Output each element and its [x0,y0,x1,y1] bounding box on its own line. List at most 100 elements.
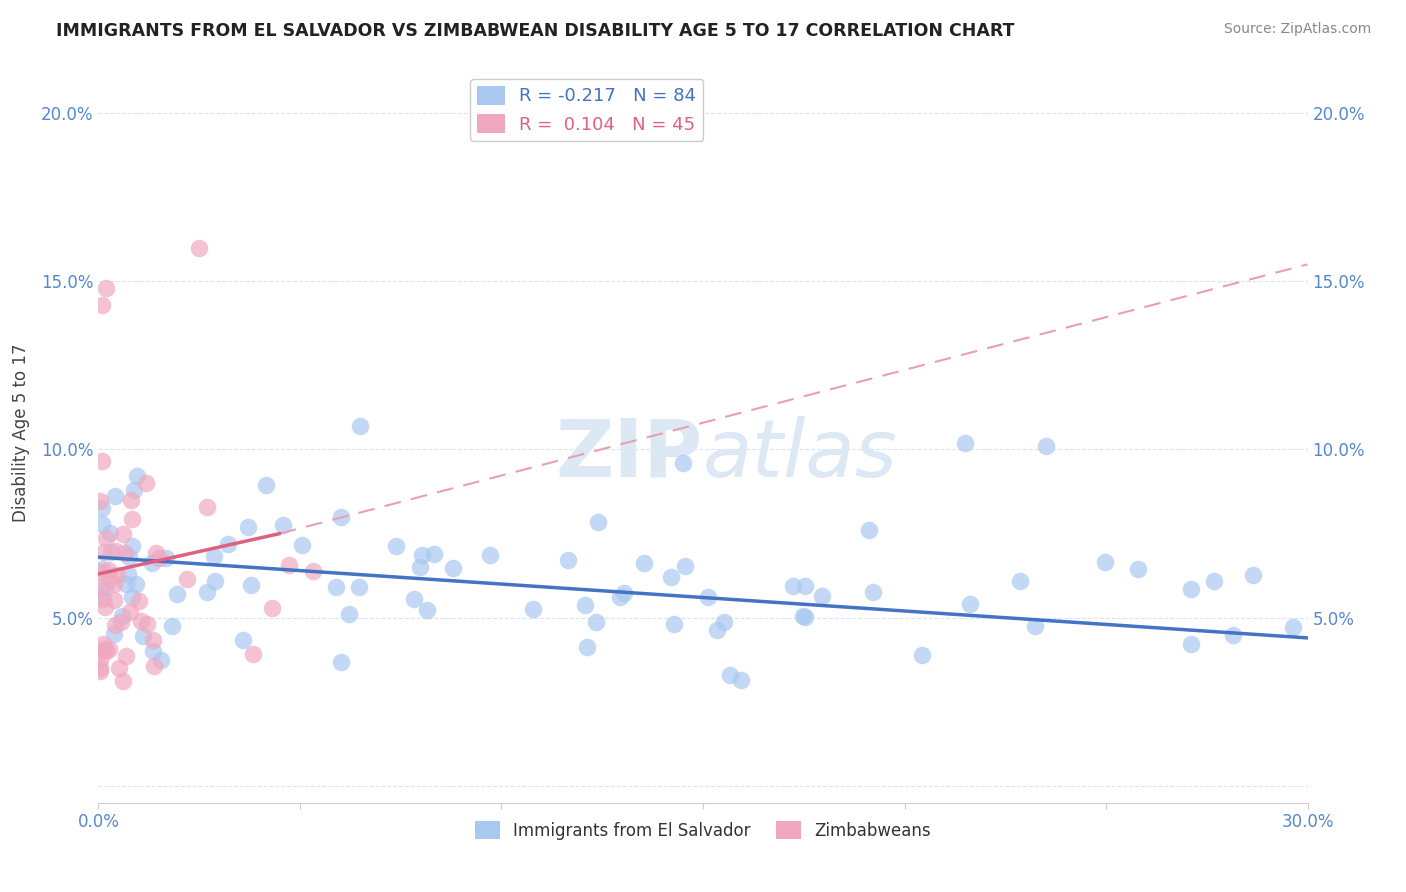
Point [98,526,121,541]
Point [96,281,118,295]
Point [100,545,122,559]
Point [104,544,127,558]
Point [160,619,183,633]
Point [277,558,299,572]
Point [91,637,114,651]
Point [129,614,152,628]
Point [122,483,145,497]
Point [103,627,125,641]
Point [195,500,218,515]
Point [115,576,138,591]
Point [142,633,165,648]
Point [97,641,120,656]
Point [329,655,352,669]
Text: atlas: atlas [703,416,898,494]
Point [441,560,464,574]
Point [337,607,360,621]
Point [94,644,117,658]
Point [329,510,352,524]
Point [254,478,277,492]
Point [236,520,259,534]
Point [120,492,142,507]
Point [145,546,167,560]
Point [217,537,239,551]
Point [585,615,607,629]
Point [125,577,148,591]
Point [793,579,815,593]
Point [89,644,111,658]
Point [136,616,159,631]
Point [302,565,325,579]
Point [115,648,138,663]
Point [239,577,262,591]
Point [271,517,294,532]
Point [291,538,314,552]
Point [118,549,141,564]
Point [1180,637,1202,651]
Point [959,597,981,611]
Point [1222,628,1244,642]
Point [232,633,254,648]
Point [176,572,198,586]
Point [574,598,596,612]
Point [664,617,686,632]
Point [385,539,408,553]
Point [522,602,544,616]
Point [117,567,139,582]
Point [141,556,163,570]
Point [93,642,115,657]
Point [121,512,143,526]
Point [242,647,264,661]
Point [910,648,932,662]
Point [110,615,132,629]
Point [325,580,347,594]
Point [713,615,735,629]
Point [195,585,218,599]
Point [672,456,695,470]
Point [730,673,752,687]
Point [718,668,741,682]
Point [111,673,134,688]
Point [204,574,226,588]
Point [792,608,814,623]
Point [149,653,172,667]
Point [94,600,117,615]
Point [782,579,804,593]
Point [478,549,501,563]
Point [135,476,157,491]
Point [1180,582,1202,597]
Point [411,548,433,562]
Point [1126,562,1149,576]
Point [108,661,131,675]
Point [89,494,111,508]
Point [811,589,834,603]
Point [142,643,165,657]
Point [1035,439,1057,453]
Point [1094,555,1116,569]
Point [862,585,884,599]
Point [613,585,636,599]
Point [697,591,720,605]
Point [1010,574,1032,588]
Point [402,592,425,607]
Point [103,577,125,591]
Point [557,553,579,567]
Point [415,603,437,617]
Point [91,562,114,576]
Point [794,609,817,624]
Point [673,558,696,573]
Point [1281,620,1303,634]
Point [588,515,610,529]
Point [91,298,114,312]
Point [94,582,117,596]
Point [104,618,127,632]
Text: IMMIGRANTS FROM EL SALVADOR VS ZIMBABWEAN DISABILITY AGE 5 TO 17 CORRELATION CHA: IMMIGRANTS FROM EL SALVADOR VS ZIMBABWEA… [56,22,1015,40]
Point [409,560,432,574]
Point [89,653,111,667]
Point [105,568,128,582]
Point [659,570,682,584]
Point [89,580,111,594]
Point [104,489,127,503]
Text: ZIP: ZIP [555,416,703,494]
Point [1024,619,1046,633]
